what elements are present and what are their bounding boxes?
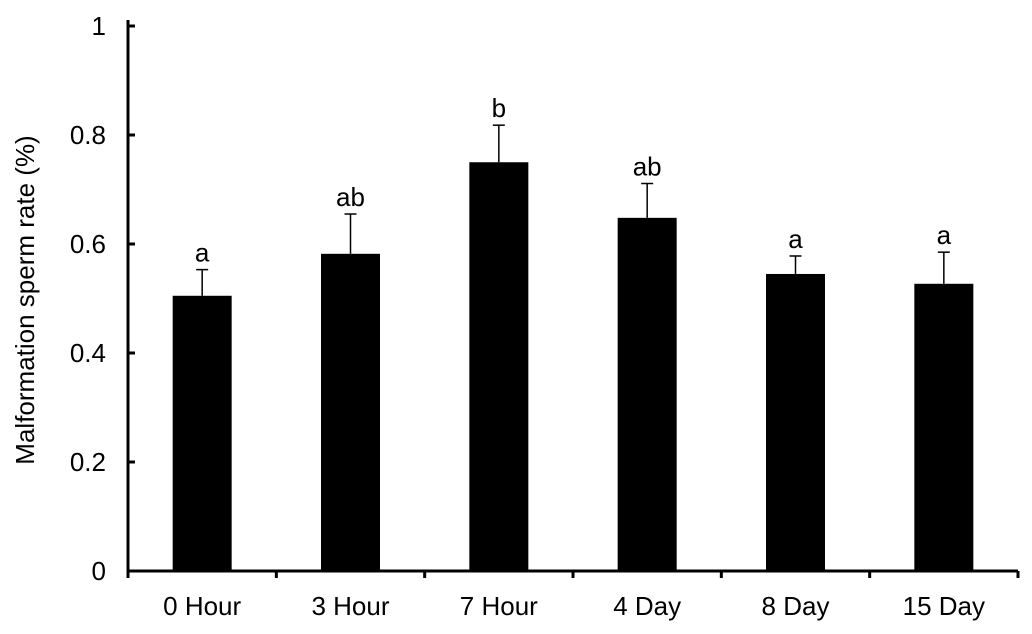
- bar-series: [172, 162, 974, 571]
- y-tick-label: 0.8: [70, 120, 106, 150]
- error-bar-5: [937, 251, 950, 284]
- significance-label: a: [937, 220, 952, 250]
- x-tick-label: 7 Hour: [460, 591, 538, 621]
- significance-label: ab: [336, 182, 365, 212]
- x-tick-label: 15 Day: [903, 591, 985, 621]
- y-tick-label: 0.4: [70, 338, 106, 368]
- error-bar-0: [196, 268, 209, 296]
- significance-labels: a ab b ab a a: [195, 93, 952, 267]
- significance-label: ab: [633, 152, 662, 182]
- x-tick-label: 8 Day: [762, 591, 830, 621]
- x-tick-label: 4 Day: [613, 591, 681, 621]
- y-tick-label: 0.6: [70, 229, 106, 259]
- y-axis-ticks: 0 0.2 0.4 0.6 0.8 1: [70, 11, 135, 586]
- error-bars: [196, 124, 950, 296]
- y-tick-label: 0: [92, 556, 106, 586]
- error-bar-3: [641, 182, 654, 218]
- error-bar-4: [789, 255, 802, 274]
- axes: [126, 20, 1018, 573]
- y-axis-title: Malformation sperm rate (%): [10, 135, 40, 464]
- bar-2: [469, 162, 529, 571]
- significance-label: a: [788, 224, 803, 254]
- x-tick-label: 0 Hour: [163, 591, 241, 621]
- bar-3: [617, 217, 677, 571]
- bar-0: [172, 295, 232, 571]
- y-tick-label: 0.2: [70, 447, 106, 477]
- significance-label: b: [492, 93, 506, 123]
- error-bar-1: [344, 213, 357, 254]
- bar-4: [766, 273, 825, 571]
- error-bar-2: [492, 124, 505, 163]
- significance-label: a: [195, 238, 210, 268]
- x-axis-ticks: 0 Hour 3 Hour 7 Hour 4 Day 8 Day 15 Day: [126, 571, 1020, 621]
- y-tick-label: 1: [92, 11, 106, 41]
- x-tick-label: 3 Hour: [311, 591, 389, 621]
- bar-1: [321, 253, 380, 571]
- bar-5: [914, 283, 974, 571]
